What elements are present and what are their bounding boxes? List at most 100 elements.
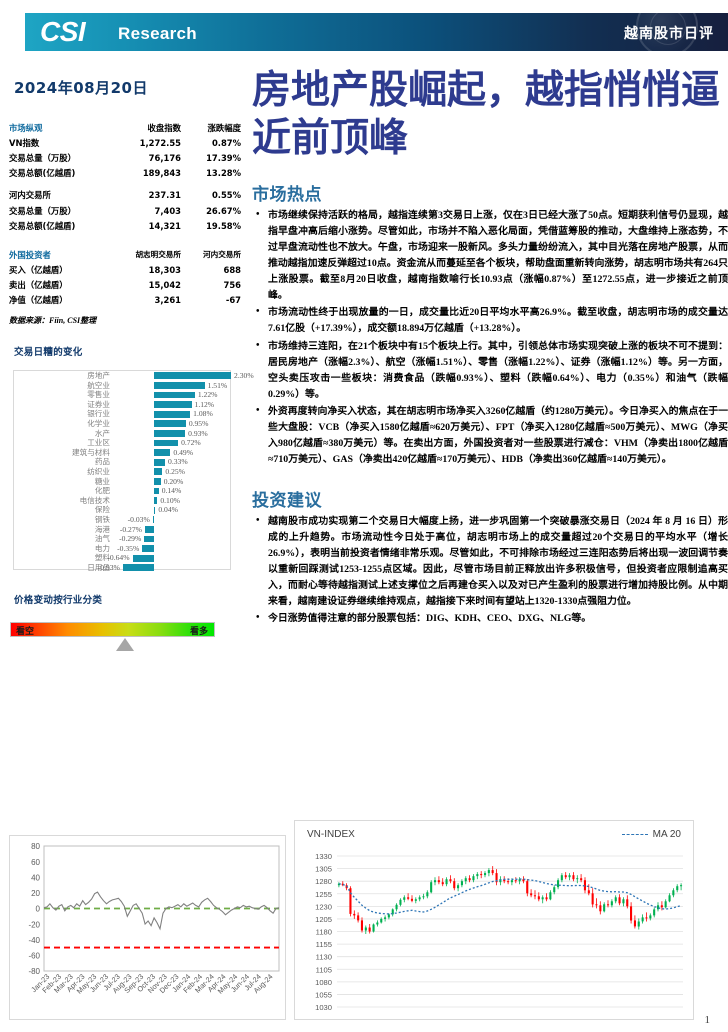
y-tick-label: -60 [28,952,40,961]
candle-body [380,918,383,923]
sector-bar [154,420,186,428]
candle-body [364,927,367,931]
page-header: CSI Research 越南股市日评 [25,13,728,51]
sector-bar-label: 药品 [94,457,110,467]
table-row: 交易总额(亿越盾) 189,843 13.28% [9,168,241,179]
candle-body [434,880,437,883]
candle-body [568,875,571,878]
sector-bar-label: 银行业 [87,409,110,419]
table-row: 交易总量（万股） 7,403 26.67% [9,205,241,216]
y-tick-label: 40 [31,873,40,882]
sector-bar [154,477,161,485]
candle-body [403,897,406,900]
candle-body [618,897,621,904]
sector-bar-label: 工业区 [87,438,110,448]
sector-bar-label: 房地产 [87,371,110,381]
y-tick-label: 20 [31,889,40,898]
sector-bar-value: -0.03% [127,514,150,524]
candle-body [533,895,536,897]
ma20-line [338,878,682,915]
column-header-change: 涨跌幅度 [207,122,242,133]
sector-bar [122,564,154,572]
sector-bar-track: 1.22% [115,390,231,400]
vn-index-chart: VN-INDEX MA 20 1330 1305 1280 1255 1230 1205 1… [294,820,694,1020]
candle-body [445,879,448,885]
sector-bar-value: 0.10% [160,495,180,505]
sector-bar-value: -0.64% [107,553,130,563]
list-item: 市场流动性终于出现放量的一日，成交量比近20日平均水平高26.9%。截至收盘，胡… [252,304,728,337]
section-heading-market-highlights: 市场热点 [252,185,322,206]
sector-bar [144,535,154,543]
candle-body [526,881,529,894]
candle-body [595,904,598,906]
candle-body [530,893,533,896]
sector-bar-row: 糖业 0.20% [14,477,230,487]
candle-body [557,880,560,888]
foreign-investor-title: 外国投资者 [9,249,51,260]
table-row: 交易总量（万股） 76,176 17.39% [9,152,241,163]
candle-body [472,876,475,881]
candle-body [387,914,390,918]
candle-body [457,885,460,889]
candle-body [583,880,586,891]
sector-bar [154,382,205,389]
sector-bar-track: -0.27% [115,525,231,535]
ma20-line-icon [621,834,648,835]
sector-bar-track: 1.51% [115,381,231,391]
sector-bar-label: 电信技术 [79,495,110,505]
sector-bar-value: -0.35% [117,543,140,553]
candle-body [503,879,506,882]
candle-body [368,927,371,932]
candle-body [541,897,544,900]
sector-bar [154,410,191,418]
column-header-hanoi: 河内交易所 [203,250,241,260]
y-tick-label: 1130 [316,953,332,962]
legend-label-ma20: MA 20 [652,829,681,840]
foreign-net-flow-chart: 80 60 40 20 0 -20 -40 -60 -80 Jan-23 Feb-23 Mar-23 A… [9,835,286,1020]
left-sidebar: 2024年08月20日 市场纵观 收盘指数 涨跌幅度 VN指数 1,272.55 0… [0,57,254,652]
sector-bar-row: 化肥 0.14% [14,486,230,496]
sector-bar-row: 油气 -0.29% [14,534,230,544]
candle-body [680,885,683,887]
sector-bar-track: -0.93% [98,563,231,573]
vn-index-legend: MA 20 [621,829,681,840]
sector-bar [142,545,154,552]
sector-bar-value: -0.27% [119,524,142,534]
sector-bar-value: 0.49% [173,447,194,457]
market-highlights-list: 市场继续保持活跃的格局，越指连续第3交易日上涨，仅在3日已经大涨了50点。短期获… [252,207,728,468]
sector-bar-value: 1.51% [207,380,228,390]
candle-body [564,875,567,878]
sector-bar-row: 塑料 -0.64% [14,553,230,563]
candle-body [553,887,556,893]
candle-body [464,878,467,882]
sector-bar-value: 2.30% [234,371,254,381]
sector-bar-row: 日用品 -0.93% [14,563,230,573]
candle-body [395,904,398,910]
brand-logo-research: Research [118,24,197,43]
candle-body [426,892,429,897]
sector-bar [144,525,154,533]
sector-bar-label: 建筑与材料 [72,447,110,457]
vn-index-chart-title: VN-INDEX [307,829,355,840]
table-row: 卖出（亿越盾） 15,042 756 [9,280,241,291]
candle-body [499,879,502,883]
investment-advice-list: 越南股市成功实现第二个交易日大幅度上扬，进一步巩固第一个突破暴涨交易日（2024… [252,513,728,627]
sector-bar-row: 电力 -0.35% [14,544,230,554]
candle-body [664,901,667,908]
sector-bar-row: 银行业 1.08% [14,409,230,419]
y-tick-label: 1205 [315,915,332,924]
candle-body [357,915,360,921]
candle-body [649,915,652,919]
table-header-row: 市场纵观 收盘指数 涨跌幅度 [9,120,243,135]
sector-bar-track: 1.08% [115,409,231,419]
y-tick-label: 1230 [315,902,332,911]
market-overview-table: 市场纵观 收盘指数 涨跌幅度 VN指数 1,272.55 0.87% 交易总量（万股… [9,120,243,233]
sector-bar-value: -0.93% [97,562,120,572]
net-flow-svg: 806040200-20-40-60-80Jan-23Feb-23Mar-23A… [28,842,280,996]
candle-body [537,896,540,900]
candle-body [645,917,648,919]
sector-bar-label: 零售业 [87,390,110,400]
sector-bar-track: 0.25% [115,467,231,477]
candle-body [580,878,583,881]
brand-logo-csi: CSI [40,16,86,47]
